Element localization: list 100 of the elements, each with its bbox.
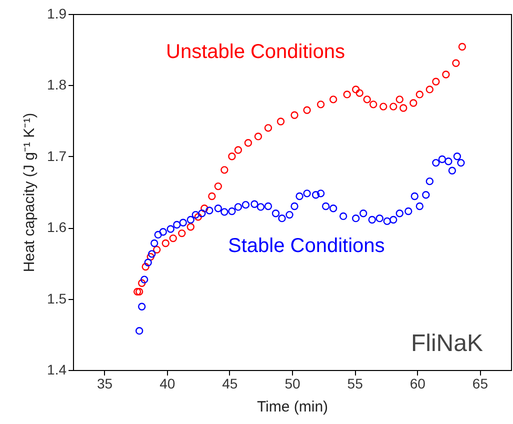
point [234,203,242,211]
point [416,90,424,98]
point [432,158,440,167]
point [244,139,252,147]
point [254,132,262,140]
point [286,210,294,219]
point [228,207,236,216]
point [426,86,434,94]
point [352,214,360,222]
y-tick-label: 1.4 [47,362,67,378]
annotation: FliNaK [410,330,483,357]
point [396,96,404,104]
y-tick-label: 1.8 [47,76,67,93]
point [404,207,412,216]
point [272,210,280,218]
point [242,200,250,209]
point [383,217,391,226]
series-label: Stable Conditions [228,235,385,257]
point [457,158,465,167]
y-tick-label: 1.5 [47,290,67,306]
point [290,202,298,210]
point [416,202,424,210]
point [363,96,371,104]
point [312,191,320,199]
point [438,155,446,164]
point [142,262,150,271]
point [339,212,348,220]
series-label: Unstable Conditions [166,41,345,63]
point [390,102,398,110]
point [380,102,388,110]
point [422,191,430,199]
point [370,100,378,108]
point [410,99,418,107]
point [426,177,434,186]
point [198,210,206,218]
point [290,111,298,119]
point [458,42,466,51]
point [356,89,364,97]
point [452,59,460,67]
point [178,229,186,238]
point [154,230,162,239]
point [442,70,450,78]
point [140,276,148,284]
point [234,146,242,154]
point [329,204,338,212]
point [186,223,194,231]
y-tick-label: 1.6 [47,219,67,236]
point [390,216,398,224]
point [432,78,440,86]
x-tick-label: 60 [410,376,426,392]
point [303,190,311,198]
point [400,104,408,112]
point [329,96,338,104]
point [296,192,304,200]
y-tick-label: 1.7 [47,148,67,164]
x-tick-label: 65 [472,376,488,392]
point [179,218,187,226]
y-tick-label: 1.9 [47,6,67,22]
point [135,327,144,335]
point [169,234,177,242]
point [278,214,286,222]
y-axis-title: Heat capacity (J g⁻¹ K⁻¹) [21,112,38,272]
point [376,214,384,222]
point [453,152,462,160]
point [214,182,222,190]
point [208,192,216,200]
point [153,246,161,254]
point [220,208,228,216]
point [144,258,152,266]
point [159,228,167,236]
point [250,200,258,208]
point [220,166,228,174]
x-tick-label: 40 [160,376,176,392]
point [410,192,418,200]
point [162,239,170,248]
point [264,124,272,132]
point [352,86,360,94]
point [146,252,154,261]
point [368,216,376,224]
point [200,204,208,212]
point [444,158,452,166]
point [133,288,142,296]
point [359,210,368,218]
point [228,152,236,160]
x-tick-label: 55 [347,376,364,392]
point [264,202,272,210]
point [303,106,311,114]
point [150,239,158,248]
point [138,302,146,310]
point [135,288,144,296]
point [166,225,174,233]
point [186,216,194,224]
point [256,203,265,211]
point [316,190,325,198]
point [192,210,200,219]
point [173,220,181,229]
point [148,250,156,258]
point [396,210,404,218]
point [206,206,214,214]
point [276,118,285,126]
